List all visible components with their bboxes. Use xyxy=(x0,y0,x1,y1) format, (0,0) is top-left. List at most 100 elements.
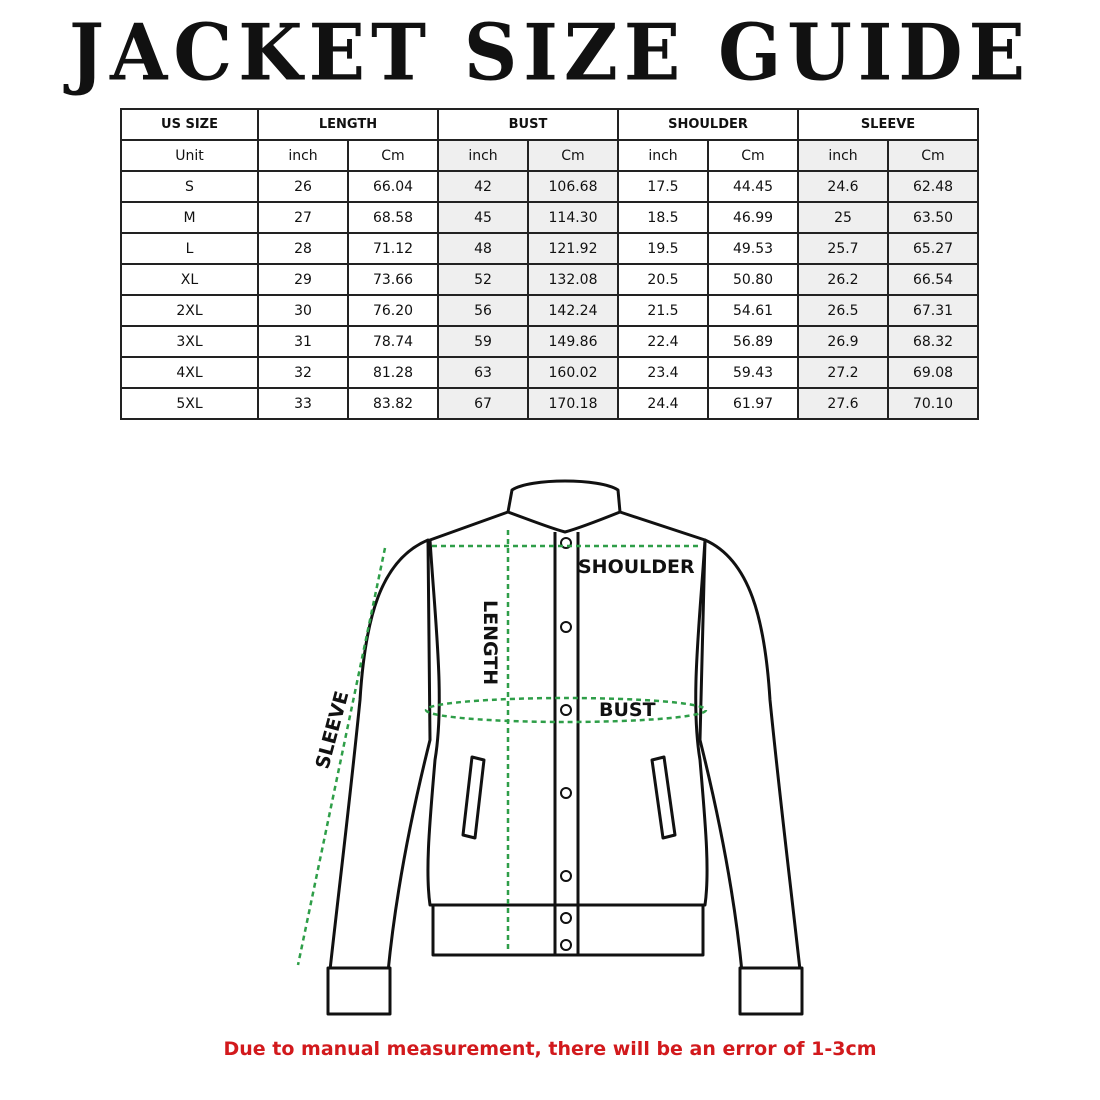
value-cell: 66.04 xyxy=(347,170,439,203)
size-table: US SIZE LENGTH BUST SHOULDER SLEEVE Unit inch C… xyxy=(120,108,979,420)
unit-inch: inch xyxy=(437,139,529,172)
unit-cm: Cm xyxy=(347,139,439,172)
value-cell: 54.61 xyxy=(707,294,799,327)
value-cell: 44.45 xyxy=(707,170,799,203)
table-row: S 26 66.04 42 106.68 17.5 44.45 24.6 62.48 xyxy=(120,170,979,203)
value-cell: 170.18 xyxy=(527,387,619,420)
jacket-diagram: SHOULDER BUST LENGTH SLEEVE xyxy=(296,479,804,1016)
header-row: US SIZE LENGTH BUST SHOULDER SLEEVE xyxy=(120,108,979,141)
value-cell: 26.5 xyxy=(797,294,889,327)
unit-inch: inch xyxy=(797,139,889,172)
left-cuff xyxy=(326,966,392,1016)
collar xyxy=(506,479,622,534)
value-cell: 52 xyxy=(437,263,529,296)
unit-inch: inch xyxy=(617,139,709,172)
value-cell: 70.10 xyxy=(887,387,979,420)
size-cell: 5XL xyxy=(120,387,259,420)
column-group-header: US SIZE xyxy=(120,108,259,141)
value-cell: 28 xyxy=(257,232,349,265)
value-cell: 67 xyxy=(437,387,529,420)
bust-label: BUST xyxy=(599,699,656,721)
value-cell: 65.27 xyxy=(887,232,979,265)
buttons xyxy=(560,537,572,951)
right-cuff xyxy=(738,966,804,1016)
value-cell: 22.4 xyxy=(617,325,709,358)
size-cell: 3XL xyxy=(120,325,259,358)
column-group-header: LENGTH xyxy=(257,108,439,141)
value-cell: 19.5 xyxy=(617,232,709,265)
value-cell: 56 xyxy=(437,294,529,327)
value-cell: 78.74 xyxy=(347,325,439,358)
value-cell: 20.5 xyxy=(617,263,709,296)
value-cell: 27 xyxy=(257,201,349,234)
value-cell: 27.2 xyxy=(797,356,889,389)
value-cell: 30 xyxy=(257,294,349,327)
size-cell: S xyxy=(120,170,259,203)
measurement-error-note: Due to manual measurement, there will be… xyxy=(223,1038,877,1060)
unit-cm: Cm xyxy=(887,139,979,172)
value-cell: 63.50 xyxy=(887,201,979,234)
column-group-header: BUST xyxy=(437,108,619,141)
unit-row: Unit inch Cm inch Cm inch Cm inch Cm xyxy=(120,139,979,172)
column-group-header: SHOULDER xyxy=(617,108,799,141)
table-row: 2XL 30 76.20 56 142.24 21.5 54.61 26.5 67.31 xyxy=(120,294,979,327)
value-cell: 67.31 xyxy=(887,294,979,327)
length-label: LENGTH xyxy=(479,600,501,685)
size-cell: 4XL xyxy=(120,356,259,389)
value-cell: 83.82 xyxy=(347,387,439,420)
value-cell: 69.08 xyxy=(887,356,979,389)
page-title: JACKET SIZE GUIDE xyxy=(68,7,1032,99)
value-cell: 59 xyxy=(437,325,529,358)
value-cell: 18.5 xyxy=(617,201,709,234)
value-cell: 142.24 xyxy=(527,294,619,327)
right-pocket xyxy=(650,755,677,840)
unit-cm: Cm xyxy=(527,139,619,172)
size-cell: L xyxy=(120,232,259,265)
value-cell: 66.54 xyxy=(887,263,979,296)
right-sleeve xyxy=(698,538,802,974)
value-cell: 76.20 xyxy=(347,294,439,327)
unit-cm: Cm xyxy=(707,139,799,172)
measure-lines xyxy=(296,530,708,966)
value-cell: 45 xyxy=(437,201,529,234)
table-row: 5XL 33 83.82 67 170.18 24.4 61.97 27.6 70.10 xyxy=(120,387,979,420)
value-cell: 31 xyxy=(257,325,349,358)
value-cell: 114.30 xyxy=(527,201,619,234)
value-cell: 42 xyxy=(437,170,529,203)
value-cell: 63 xyxy=(437,356,529,389)
value-cell: 61.97 xyxy=(707,387,799,420)
value-cell: 49.53 xyxy=(707,232,799,265)
value-cell: 26 xyxy=(257,170,349,203)
value-cell: 33 xyxy=(257,387,349,420)
value-cell: 25 xyxy=(797,201,889,234)
value-cell: 23.4 xyxy=(617,356,709,389)
value-cell: 26.2 xyxy=(797,263,889,296)
unit-inch: inch xyxy=(257,139,349,172)
table-row: 4XL 32 81.28 63 160.02 23.4 59.43 27.2 69.08 xyxy=(120,356,979,389)
shoulder-label: SHOULDER xyxy=(578,556,695,578)
sleeve-label: SLEEVE xyxy=(312,689,354,771)
value-cell: 17.5 xyxy=(617,170,709,203)
value-cell: 73.66 xyxy=(347,263,439,296)
value-cell: 160.02 xyxy=(527,356,619,389)
value-cell: 106.68 xyxy=(527,170,619,203)
value-cell: 59.43 xyxy=(707,356,799,389)
table-row: 3XL 31 78.74 59 149.86 22.4 56.89 26.9 68.32 xyxy=(120,325,979,358)
value-cell: 149.86 xyxy=(527,325,619,358)
column-group-header: SLEEVE xyxy=(797,108,979,141)
size-cell: 2XL xyxy=(120,294,259,327)
value-cell: 68.32 xyxy=(887,325,979,358)
table-row: M 27 68.58 45 114.30 18.5 46.99 25 63.50 xyxy=(120,201,979,234)
value-cell: 62.48 xyxy=(887,170,979,203)
size-cell: M xyxy=(120,201,259,234)
size-cell: XL xyxy=(120,263,259,296)
value-cell: 50.80 xyxy=(707,263,799,296)
value-cell: 46.99 xyxy=(707,201,799,234)
value-cell: 81.28 xyxy=(347,356,439,389)
value-cell: 21.5 xyxy=(617,294,709,327)
value-cell: 29 xyxy=(257,263,349,296)
value-cell: 25.7 xyxy=(797,232,889,265)
table-row: L 28 71.12 48 121.92 19.5 49.53 25.7 65.27 xyxy=(120,232,979,265)
table-row: XL 29 73.66 52 132.08 20.5 50.80 26.2 66.54 xyxy=(120,263,979,296)
value-cell: 48 xyxy=(437,232,529,265)
